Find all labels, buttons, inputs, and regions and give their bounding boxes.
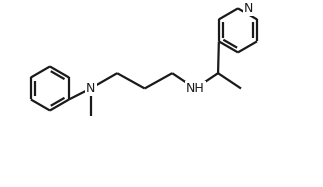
- Text: N: N: [86, 82, 95, 95]
- Text: NH: NH: [186, 82, 204, 95]
- Text: N: N: [244, 2, 253, 15]
